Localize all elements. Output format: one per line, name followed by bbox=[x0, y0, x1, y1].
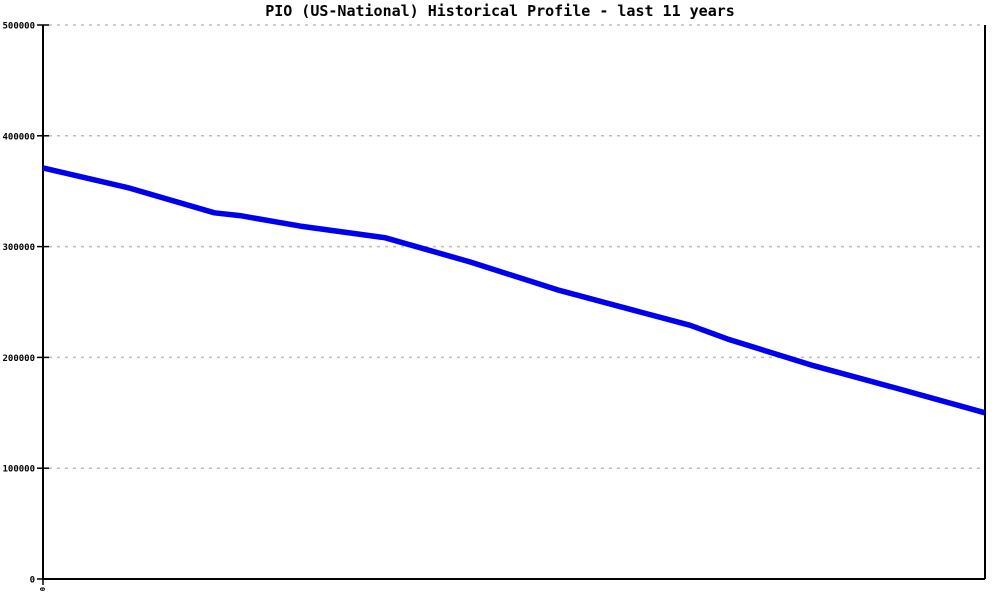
y-axis-tick-label: 400000 bbox=[2, 132, 35, 142]
chart-title: PIO (US-National) Historical Profile - l… bbox=[265, 2, 735, 20]
y-axis-tick-label: 500000 bbox=[2, 22, 35, 32]
x-axis-tick-label: 0 bbox=[38, 587, 46, 591]
y-axis-tick-label: 300000 bbox=[2, 243, 35, 253]
y-axis-tick-label: 0 bbox=[30, 576, 35, 586]
y-axis-tick-label: 200000 bbox=[2, 354, 35, 364]
data-line-pio bbox=[42, 165, 986, 416]
y-axis-tick-label: 100000 bbox=[2, 465, 35, 475]
